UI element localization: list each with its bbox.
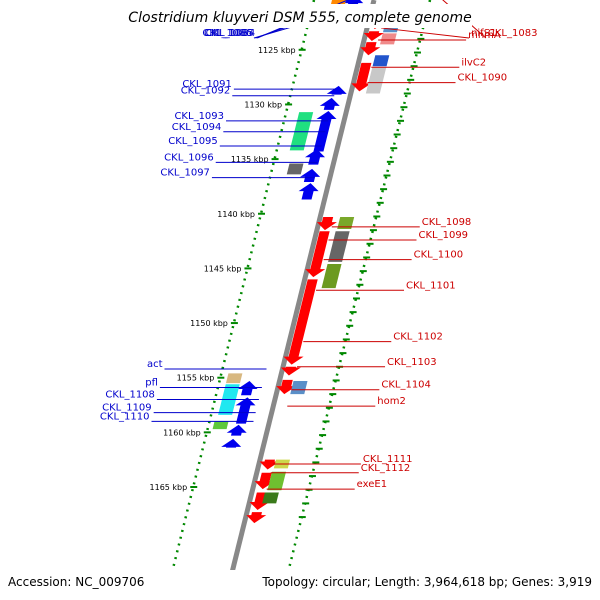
gene-label: CKL_1103 (387, 357, 437, 368)
gene-label: CKL_1084 (206, 28, 256, 39)
gene-label: act (147, 359, 163, 370)
plus-gene-arrow (246, 512, 267, 524)
gene-label: pfl (145, 378, 158, 389)
gene-label: exeE1 (357, 479, 387, 490)
minus-gene-arrow (298, 183, 319, 200)
plus-gene-arrow (351, 62, 372, 92)
gene-label: CKL_1091 (182, 79, 232, 90)
minus-gene-arrow (235, 397, 256, 424)
plus-gene-arrow (276, 379, 297, 395)
plus-gene-box (328, 231, 350, 262)
gene-label: hom2 (377, 396, 406, 407)
gene-label: CKL_1085 (204, 28, 254, 39)
gene-label: CKL_1100 (414, 250, 464, 261)
minus-gene-arrow (304, 149, 325, 165)
minus-gene-arrow (300, 168, 321, 183)
gene-label: CKL_1092 (181, 86, 231, 97)
plus-gene-arrow (363, 31, 384, 42)
scale-tick-label: 1130 kbp (244, 100, 282, 109)
minus-guide-dotted (163, 0, 316, 600)
plus-gene-arrow (305, 231, 330, 278)
minus-gene-arrow (226, 424, 247, 436)
gene-label: CKL_1112 (361, 463, 411, 474)
title-backdrop (128, 4, 472, 28)
plus-gene-arrow (283, 279, 318, 365)
gene-label: CKL_1104 (381, 380, 431, 391)
scale-tick-label: 1135 kbp (231, 155, 269, 164)
minus-gene-arrow (221, 438, 242, 448)
gene-label: CKL_1101 (406, 280, 456, 291)
scale-tick-label: 1140 kbp (217, 210, 255, 219)
gene-label: CKL_1090 (458, 73, 508, 84)
scale-tick-label: 1160 kbp (163, 428, 201, 437)
minus-gene-arrow (313, 111, 337, 152)
gene-label: CKL_1111 (363, 454, 413, 465)
gene-label: CKL_1098 (422, 217, 472, 228)
plus-gene-box (365, 67, 387, 94)
gene-leader-line (381, 27, 470, 39)
gene-label: CKL_1086 (202, 28, 252, 39)
minus-gene-box (225, 373, 243, 384)
plus-gene-arrow (280, 366, 301, 376)
minus-gene-box (212, 421, 229, 430)
gene-label: CKL_1097 (160, 168, 210, 179)
plus-gene-arrow (316, 217, 337, 231)
footer-backdrop (0, 570, 600, 600)
minus-gene-arrow (237, 380, 258, 396)
plus-gene-box (262, 492, 279, 504)
plus-gene-box (337, 217, 355, 230)
minus-gene-arrow (319, 97, 340, 110)
topology-text: Topology: circular; Length: 3,964,618 bp… (261, 575, 592, 589)
minus-gene-box (289, 112, 314, 151)
gene-label: CKL_1109 (102, 403, 152, 414)
page-title: Clostridium kluyveri DSM 555, complete g… (128, 10, 471, 26)
scale-tick-label: 1165 kbp (150, 483, 188, 492)
gene-label: CKL_1094 (172, 122, 222, 133)
gene-label: CKL_1095 (168, 136, 218, 147)
plus-gene-box (321, 264, 342, 289)
backbone-layer (163, 0, 432, 600)
plus-gene-box (267, 471, 287, 491)
gene-label: CKL_1093 (174, 111, 224, 122)
minus-gene-box (286, 163, 304, 175)
plus-gene-box (290, 380, 308, 395)
plus-gene-box (380, 33, 397, 45)
gene-label: ilvC2 (461, 57, 486, 68)
scale-tick-label: 1150 kbp (190, 319, 228, 328)
scale-tick-label: 1145 kbp (204, 264, 242, 273)
plus-gene-box (372, 55, 390, 67)
scale-tick-label: 1155 kbp (177, 374, 215, 383)
plus-gene-arrow (360, 42, 381, 56)
gene-label: nifS1 (471, 28, 496, 39)
gene-label: CKL_1108 (105, 390, 155, 401)
gene-label: CKL_1083 (488, 28, 538, 39)
features-layer (212, 0, 401, 524)
accession-text: Accession: NC_009706 (8, 575, 144, 589)
gene-label: CKL_1099 (418, 230, 468, 241)
gene-label: CKL_1096 (164, 152, 214, 163)
gene-label: CKL_1102 (393, 332, 443, 343)
gene-label: CKL_1110 (100, 411, 150, 422)
plus-gene-arrow (254, 472, 275, 490)
plus-guide-dotted (279, 0, 432, 600)
minus-gene-arrow (326, 85, 347, 95)
scale-tick-label: 1125 kbp (258, 46, 296, 55)
plus-gene-arrow (259, 459, 280, 470)
gene-label: mnmA (468, 30, 501, 41)
genome-backbone (222, 0, 377, 600)
